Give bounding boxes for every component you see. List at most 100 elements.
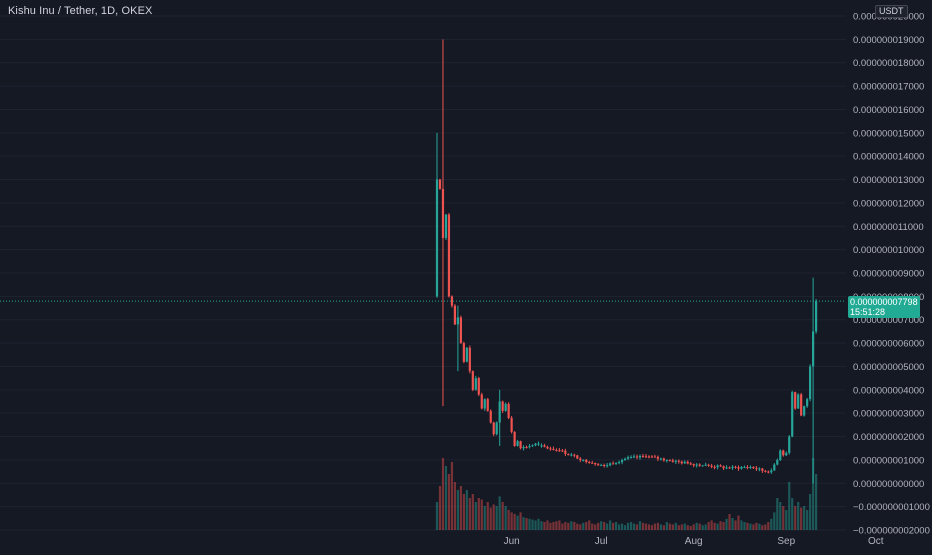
volume-bar <box>740 520 743 530</box>
volume-bar <box>570 521 573 530</box>
candle-body <box>725 467 728 469</box>
candle-body <box>677 460 680 462</box>
volume-bar <box>791 498 794 530</box>
volume-bar <box>579 524 582 530</box>
candle-body <box>668 459 671 461</box>
candle-body <box>814 301 818 332</box>
volume-bar <box>465 490 468 530</box>
time-tick-label: Jul <box>595 536 608 547</box>
candle-body <box>573 454 576 456</box>
volume-bar <box>785 510 788 530</box>
volume-bar <box>480 499 483 530</box>
candle-body <box>537 443 540 445</box>
price-tick-label: 0.000000003000 <box>853 409 924 420</box>
volume-bar <box>776 498 779 530</box>
volume-bar <box>797 502 800 530</box>
price-tick-label: 0.000000010000 <box>853 245 924 256</box>
volume-bar <box>450 462 454 530</box>
candle-body <box>588 461 591 463</box>
candle-body <box>471 371 474 390</box>
volume-bar <box>441 458 445 530</box>
volume-bar <box>543 522 546 530</box>
candle-body <box>477 378 480 395</box>
candle-body <box>623 458 627 461</box>
volume-bar <box>803 506 806 530</box>
volume-bar <box>692 524 695 530</box>
price-tick-label: 0.000000016000 <box>853 105 924 116</box>
volume-bar <box>665 522 668 530</box>
candle-body <box>612 463 615 465</box>
candle-body <box>704 464 707 466</box>
candle-body <box>659 458 662 460</box>
price-tick-label: 0.000000015000 <box>853 128 924 139</box>
candle-body <box>546 446 549 449</box>
volume-bar <box>474 502 477 530</box>
volume-bar <box>752 524 755 530</box>
price-tick-label: 0.000000018000 <box>853 58 924 69</box>
volume-bar <box>620 523 624 530</box>
candle-body <box>504 403 507 411</box>
volume-bar <box>719 521 722 530</box>
volume-bar <box>555 521 558 530</box>
volume-bar <box>501 502 504 530</box>
volume-bar <box>683 523 686 530</box>
candle-body <box>597 464 600 466</box>
volume-bar <box>704 524 707 530</box>
volume-bar <box>582 522 585 530</box>
volume-bar <box>519 512 522 530</box>
candle-body <box>644 456 648 458</box>
candle-body <box>653 456 657 458</box>
candle-body <box>498 401 501 423</box>
candle-body <box>788 436 791 453</box>
volume-bar <box>770 518 773 530</box>
volume-bar <box>710 520 713 530</box>
candle-body <box>489 410 492 423</box>
price-tick-label: 0.000000014000 <box>853 152 924 163</box>
price-tick-label: 0.000000009000 <box>853 269 924 280</box>
candle-body <box>591 462 594 464</box>
volume-bar <box>561 523 564 530</box>
candle-body <box>513 431 516 446</box>
candle-body <box>617 462 621 464</box>
candle-body <box>713 466 716 468</box>
candle-body <box>776 459 779 465</box>
volume-bar <box>761 525 764 530</box>
time-axis[interactable]: JunJulAugSepOctNov <box>504 536 932 547</box>
chart-title: Kishu Inu / Tether, 1D, OKEX <box>8 5 153 17</box>
candle-body <box>585 459 588 462</box>
last-price-value: 0.000000007798 <box>850 297 918 308</box>
candle-body <box>686 461 689 464</box>
candle-body <box>438 179 442 189</box>
candle-body <box>722 466 725 469</box>
volume-bar <box>629 522 633 530</box>
currency-unit-badge[interactable]: USDT <box>875 5 908 18</box>
candle-body <box>692 464 695 466</box>
volume-bar <box>701 525 704 530</box>
candle-body <box>609 463 612 466</box>
volume-bar <box>615 522 618 530</box>
candle-body <box>800 394 803 416</box>
candle-body <box>752 466 755 469</box>
volume-bar <box>632 523 636 530</box>
candle-body <box>483 399 486 409</box>
volume-bar <box>758 523 761 530</box>
candle-body <box>749 466 752 468</box>
volume-bar <box>764 524 767 530</box>
candle-body <box>656 456 659 459</box>
volume-bar <box>716 523 719 530</box>
volume-bar <box>444 466 448 530</box>
candle-body <box>579 458 582 461</box>
candle-body <box>549 448 552 450</box>
price-axis[interactable]: 0.0000000200000.0000000190000.0000000180… <box>853 12 930 537</box>
candle-body <box>480 394 483 409</box>
candle-body <box>782 450 785 456</box>
candle-body <box>507 403 510 418</box>
volume-bar <box>528 518 531 530</box>
candle-body <box>576 455 579 459</box>
volume-bar <box>695 522 698 530</box>
volume-bar <box>576 523 579 530</box>
volume-bar <box>617 524 621 530</box>
candle-body <box>600 464 603 466</box>
